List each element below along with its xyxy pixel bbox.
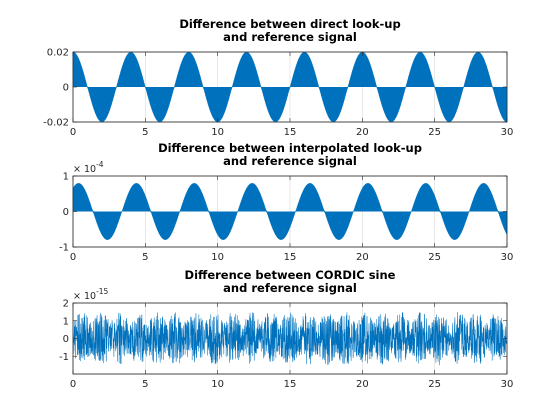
- y-tick-label: 0: [63, 83, 69, 94]
- x-tick-label: 25: [428, 252, 441, 263]
- series-line: [72, 183, 508, 240]
- x-tick-label: 20: [356, 127, 369, 138]
- exponent-power: -15: [96, 287, 108, 296]
- subplot-title-line: Difference between interpolated look-up: [158, 141, 422, 155]
- subplot-title-line: and reference signal: [223, 281, 357, 295]
- x-tick-label: 15: [284, 252, 297, 263]
- x-tick-label: 30: [501, 252, 514, 263]
- x-tick-label: 20: [356, 252, 369, 263]
- y-tick-label: 1: [63, 172, 69, 183]
- x-tick-label: 25: [428, 127, 441, 138]
- y-tick-label: -1: [59, 352, 69, 363]
- x-tick-label: 5: [142, 252, 148, 263]
- x-tick-label: 5: [142, 127, 148, 138]
- subplot-title-line: Difference between direct look-up: [179, 17, 400, 31]
- subplot-title-line: Difference between CORDIC sine: [185, 268, 396, 282]
- y-exponent-label: × 10-15: [73, 287, 109, 302]
- subplot-title-line: and reference signal: [223, 30, 357, 44]
- exponent-base: × 10: [73, 164, 96, 175]
- x-tick-label: 30: [501, 127, 514, 138]
- x-tick-label: 15: [284, 379, 297, 390]
- x-tick-label: 0: [70, 252, 76, 263]
- y-tick-label: 0: [63, 334, 69, 345]
- subplot-title-line: and reference signal: [223, 154, 357, 168]
- y-tick-label: 0: [63, 207, 69, 218]
- x-tick-label: 10: [211, 379, 224, 390]
- x-tick-label: 0: [70, 379, 76, 390]
- exponent-base: × 10: [73, 291, 96, 302]
- x-tick-label: 5: [142, 379, 148, 390]
- x-tick-label: 15: [284, 127, 297, 138]
- y-tick-label: -1: [59, 243, 69, 254]
- series-line: [72, 312, 508, 366]
- series-line: [72, 51, 508, 122]
- exponent-power: -4: [96, 160, 104, 169]
- x-tick-label: 25: [428, 379, 441, 390]
- x-tick-label: 30: [501, 379, 514, 390]
- x-tick-label: 0: [70, 127, 76, 138]
- y-tick-label: 1: [63, 316, 69, 327]
- y-exponent-label: × 10-4: [73, 160, 104, 175]
- y-tick-label: 2: [63, 299, 69, 310]
- subplot-3: 0 5 10 15 20 25 30 -1 0 1 2 × 10-15 Difference betwe…: [59, 268, 513, 390]
- y-tick-label: 0.02: [47, 48, 69, 59]
- x-tick-label: 10: [211, 127, 224, 138]
- y-tick-label: -0.02: [43, 118, 69, 129]
- x-tick-label: 10: [211, 252, 224, 263]
- x-tick-label: 20: [356, 379, 369, 390]
